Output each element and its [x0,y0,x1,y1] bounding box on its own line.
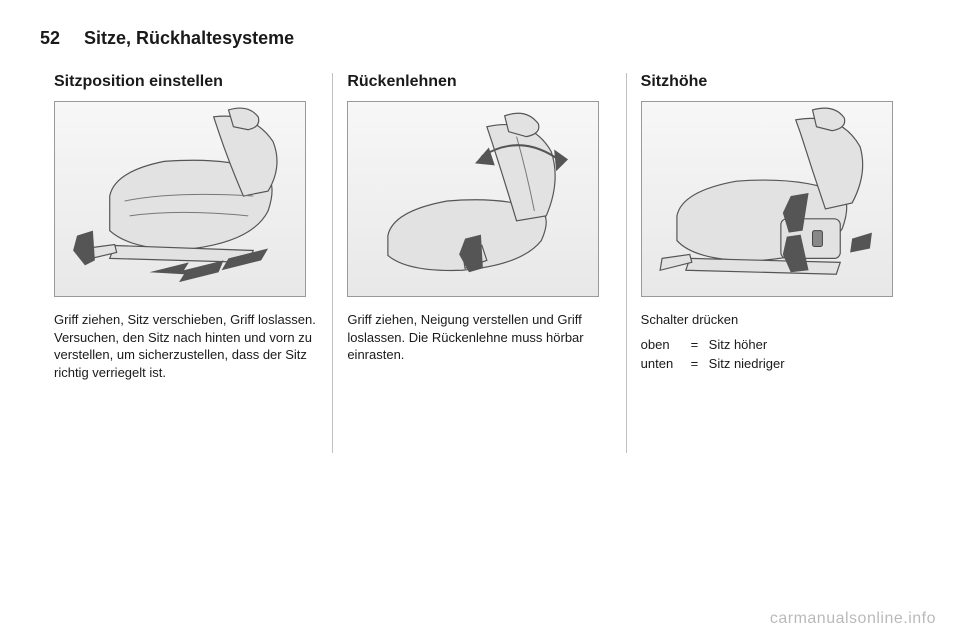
illustration-seat-slide [54,101,306,297]
body-paragraph: Griff ziehen, Neigung verstellen und Gri… [347,311,612,364]
illustration-seat-recline [347,101,599,297]
column-seat-position: Sitzposition einstellen [40,73,333,387]
equals-sign: = [691,354,703,374]
seat-recline-svg [348,102,598,296]
section-body: Griff ziehen, Sitz verschieben, Griff lo… [54,311,319,381]
definition-row: oben = Sitz höher [641,335,906,355]
section-title: Rückenlehnen [347,73,612,91]
column-seat-height: Sitzhöhe [627,73,920,387]
definition-key: oben [641,335,685,355]
definition-row: unten = Sitz niedriger [641,354,906,374]
page-number: 52 [40,28,60,49]
watermark: carmanualsonline.info [770,610,936,628]
section-body: Schalter drücken [641,311,906,329]
section-title: Sitzhöhe [641,73,906,91]
content-columns: Sitzposition einstellen [40,73,920,387]
section-title: Sitzposition einstellen [54,73,319,91]
illustration-seat-height [641,101,893,297]
section-body: Griff ziehen, Neigung verstellen und Gri… [347,311,612,364]
seat-slide-svg [55,102,305,296]
page-header: 52 Sitze, Rückhaltesysteme [40,28,920,49]
equals-sign: = [691,335,703,355]
lead-text: Schalter drücken [641,311,906,329]
chapter-title: Sitze, Rückhaltesysteme [84,28,294,49]
definition-value: Sitz höher [709,335,768,355]
definition-key: unten [641,354,685,374]
seat-height-svg [642,102,892,296]
definition-list: oben = Sitz höher unten = Sitz niedriger [641,335,906,374]
definition-value: Sitz niedriger [709,354,785,374]
column-backrest: Rückenlehnen [333,73,626,387]
body-paragraph: Griff ziehen, Sitz verschieben, Griff lo… [54,311,319,381]
